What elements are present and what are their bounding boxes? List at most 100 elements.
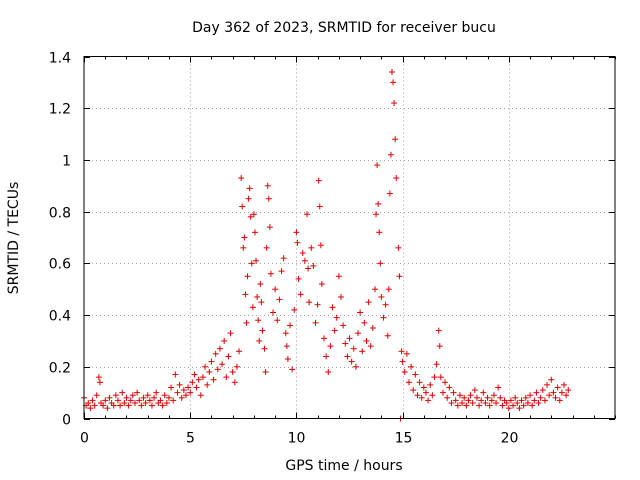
data-point [363,337,370,344]
data-point [253,257,260,264]
data-point [465,397,472,404]
data-point [416,379,423,386]
data-point [550,389,557,396]
data-point [393,175,400,182]
y-tick-label: 0.6 [49,257,71,273]
data-point [293,229,300,236]
data-point [259,327,266,334]
data-point [565,387,572,394]
data-point [478,397,485,404]
data-point [165,394,172,401]
data-point [170,397,177,404]
data-point [100,402,107,409]
data-point [294,239,301,246]
y-tick-label: 0.2 [49,361,71,377]
data-point [87,405,94,412]
data-point [272,286,279,293]
data-marks [81,69,572,422]
data-point [210,376,217,383]
data-point [229,368,236,375]
data-point [315,177,322,184]
data-point [377,260,384,267]
data-point [384,332,391,339]
data-point [85,399,92,406]
data-point [267,270,274,277]
data-point [410,387,417,394]
data-point [563,392,570,399]
data-point [382,301,389,308]
data-point [325,368,332,375]
data-point [444,394,451,401]
data-point [385,286,392,293]
y-tick-label: 0.8 [49,206,71,222]
data-point [233,363,240,370]
data-point [537,394,544,401]
data-point [448,399,455,406]
data-point [127,397,134,404]
data-point [258,299,265,306]
data-point [420,384,427,391]
data-point [558,389,565,396]
data-point [238,175,245,182]
data-point [321,335,328,342]
data-point [373,211,380,218]
data-point [352,363,359,370]
data-point [375,200,382,207]
data-point [327,343,334,350]
data-point [399,358,406,365]
data-point [323,353,330,360]
data-point [180,387,187,394]
data-point [369,325,376,331]
data-point [225,353,232,360]
data-point [110,402,117,409]
data-point [514,399,521,406]
data-point [371,286,378,293]
data-point [274,317,281,324]
data-point [223,374,230,381]
data-point [174,389,181,396]
data-point [518,397,525,404]
data-point [467,392,474,399]
data-point [401,368,408,375]
data-point [333,314,340,321]
data-point [482,399,489,406]
data-point [261,345,268,352]
data-point [219,361,226,368]
y-tick-label: 0 [62,413,71,429]
data-point [546,392,553,399]
data-point [497,394,504,401]
data-point [295,275,302,282]
data-point [251,229,258,236]
data-point [561,381,568,388]
x-tick-label: 10 [288,431,306,447]
data-point [159,402,166,409]
data-point [305,265,312,272]
data-point [367,343,374,350]
data-point [310,262,317,269]
data-point [241,234,248,241]
data-point [392,136,399,143]
data-point [266,224,273,231]
data-point [151,394,158,401]
data-point [153,389,160,396]
data-point [422,389,429,396]
data-point [541,397,548,404]
data-point [102,397,109,404]
x-tick-label: 20 [501,431,519,447]
data-point [212,350,219,357]
data-point [157,397,164,404]
data-point [289,366,296,373]
data-point [507,397,514,404]
data-point [531,397,538,404]
data-point [146,397,153,404]
data-point [427,381,434,388]
data-point [197,392,204,399]
data-point [138,402,145,409]
data-point [318,281,325,288]
axis-ticks: 0 5 10 15 20 0 0.2 0.4 0.6 0.8 1 1.2 1.4 [49,51,616,447]
data-point [89,397,96,404]
x-tick-label: 0 [80,431,89,447]
data-point [172,371,179,378]
data-point [185,384,192,391]
